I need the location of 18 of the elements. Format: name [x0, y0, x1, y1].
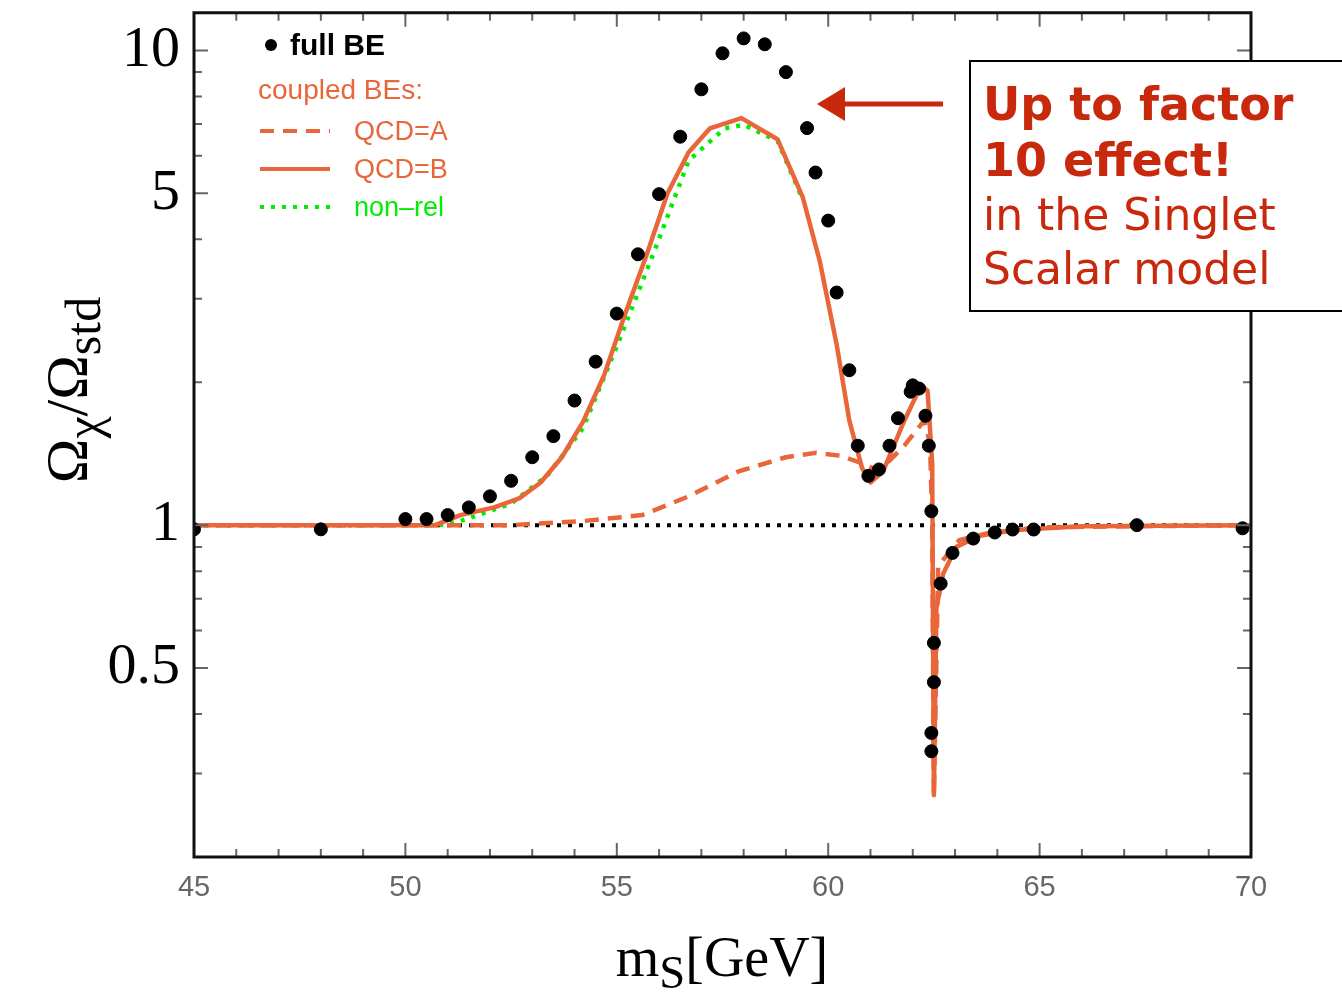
x-tick-label: 50 [389, 870, 422, 903]
legend-label: QCD=A [354, 115, 448, 147]
legend-label: full BE [290, 28, 385, 62]
x-tick-label: 55 [600, 870, 633, 903]
annotation: Up to factor 10 effect! [983, 76, 1295, 189]
legend-label: non–rel [354, 191, 445, 223]
y-tick-label: 1 [151, 488, 180, 554]
x-tick-label: 65 [1023, 870, 1056, 903]
y-tick-label: 0.5 [107, 631, 180, 697]
annotation: in the Singlet Scalar model [983, 188, 1277, 296]
y-tick-label: 10 [122, 13, 180, 79]
y-tick-label: 5 [151, 156, 180, 222]
legend-label: QCD=B [354, 153, 448, 185]
x-tick-label: 45 [177, 870, 211, 903]
x-tick-label: 60 [812, 870, 845, 903]
x-axis-title: m$_{S}$[GeV] [615, 925, 829, 1000]
legend-title: coupled BEs: [258, 74, 424, 106]
x-tick-label: 70 [1234, 870, 1268, 903]
